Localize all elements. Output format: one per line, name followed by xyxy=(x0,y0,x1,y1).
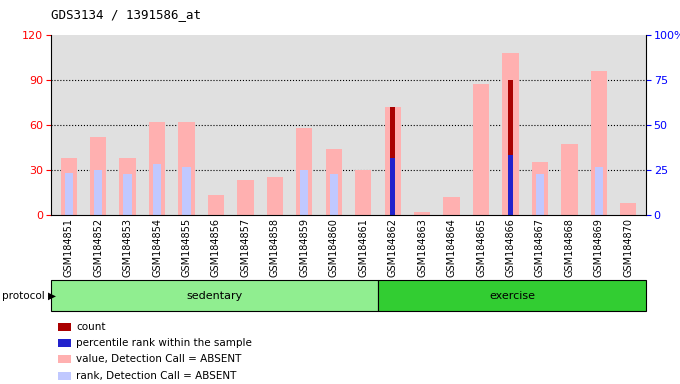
Text: GSM184865: GSM184865 xyxy=(476,218,486,277)
Bar xyxy=(237,180,254,215)
Bar xyxy=(595,167,603,215)
Text: GSM184854: GSM184854 xyxy=(152,218,162,277)
Bar xyxy=(178,122,194,215)
Text: exercise: exercise xyxy=(489,291,535,301)
Bar xyxy=(300,170,309,215)
Bar xyxy=(267,177,283,215)
Bar xyxy=(414,212,430,215)
Text: GSM184852: GSM184852 xyxy=(93,218,103,277)
Text: GDS3134 / 1391586_at: GDS3134 / 1391586_at xyxy=(51,8,201,21)
Bar xyxy=(208,195,224,215)
Bar xyxy=(65,173,73,215)
Text: GSM184867: GSM184867 xyxy=(535,218,545,277)
Text: count: count xyxy=(76,322,105,332)
Text: GSM184862: GSM184862 xyxy=(388,218,398,277)
Text: GSM184870: GSM184870 xyxy=(624,218,633,277)
Bar xyxy=(58,355,71,363)
Text: GSM184858: GSM184858 xyxy=(270,218,280,277)
Text: protocol ▶: protocol ▶ xyxy=(2,291,56,301)
Text: GSM184860: GSM184860 xyxy=(328,218,339,277)
Text: GSM184869: GSM184869 xyxy=(594,218,604,277)
Bar xyxy=(330,174,338,215)
Bar xyxy=(390,158,395,215)
Bar xyxy=(149,122,165,215)
Bar xyxy=(508,155,513,215)
Text: sedentary: sedentary xyxy=(186,291,243,301)
Bar xyxy=(508,80,513,215)
Bar xyxy=(326,149,342,215)
Bar xyxy=(90,137,106,215)
Bar xyxy=(58,323,71,331)
Bar xyxy=(355,170,371,215)
Text: GSM184859: GSM184859 xyxy=(299,218,309,277)
Text: value, Detection Call = ABSENT: value, Detection Call = ABSENT xyxy=(76,354,241,364)
Bar xyxy=(61,158,77,215)
Bar xyxy=(378,280,646,311)
Bar xyxy=(561,144,577,215)
Text: rank, Detection Call = ABSENT: rank, Detection Call = ABSENT xyxy=(76,371,237,381)
Bar xyxy=(58,339,71,347)
Bar xyxy=(536,174,544,215)
Bar xyxy=(532,162,548,215)
Text: GSM184851: GSM184851 xyxy=(64,218,73,277)
Bar xyxy=(296,128,312,215)
Bar xyxy=(591,71,607,215)
Text: GSM184863: GSM184863 xyxy=(417,218,427,277)
Bar xyxy=(473,84,489,215)
Bar xyxy=(620,203,636,215)
Bar xyxy=(443,197,460,215)
Bar xyxy=(182,167,190,215)
Bar xyxy=(58,372,71,379)
Bar xyxy=(124,174,132,215)
Bar xyxy=(503,53,519,215)
Text: percentile rank within the sample: percentile rank within the sample xyxy=(76,338,252,348)
Text: GSM184855: GSM184855 xyxy=(182,218,192,277)
Bar xyxy=(153,164,161,215)
Bar xyxy=(94,170,102,215)
Text: GSM184853: GSM184853 xyxy=(122,218,133,277)
Bar xyxy=(385,107,401,215)
Text: GSM184856: GSM184856 xyxy=(211,218,221,277)
Bar xyxy=(390,107,395,215)
Text: GSM184868: GSM184868 xyxy=(564,218,575,277)
Text: GSM184857: GSM184857 xyxy=(241,218,250,277)
Bar xyxy=(51,280,378,311)
Bar xyxy=(120,158,136,215)
Text: GSM184861: GSM184861 xyxy=(358,218,369,277)
Text: GSM184864: GSM184864 xyxy=(447,218,456,277)
Text: GSM184866: GSM184866 xyxy=(505,218,515,277)
